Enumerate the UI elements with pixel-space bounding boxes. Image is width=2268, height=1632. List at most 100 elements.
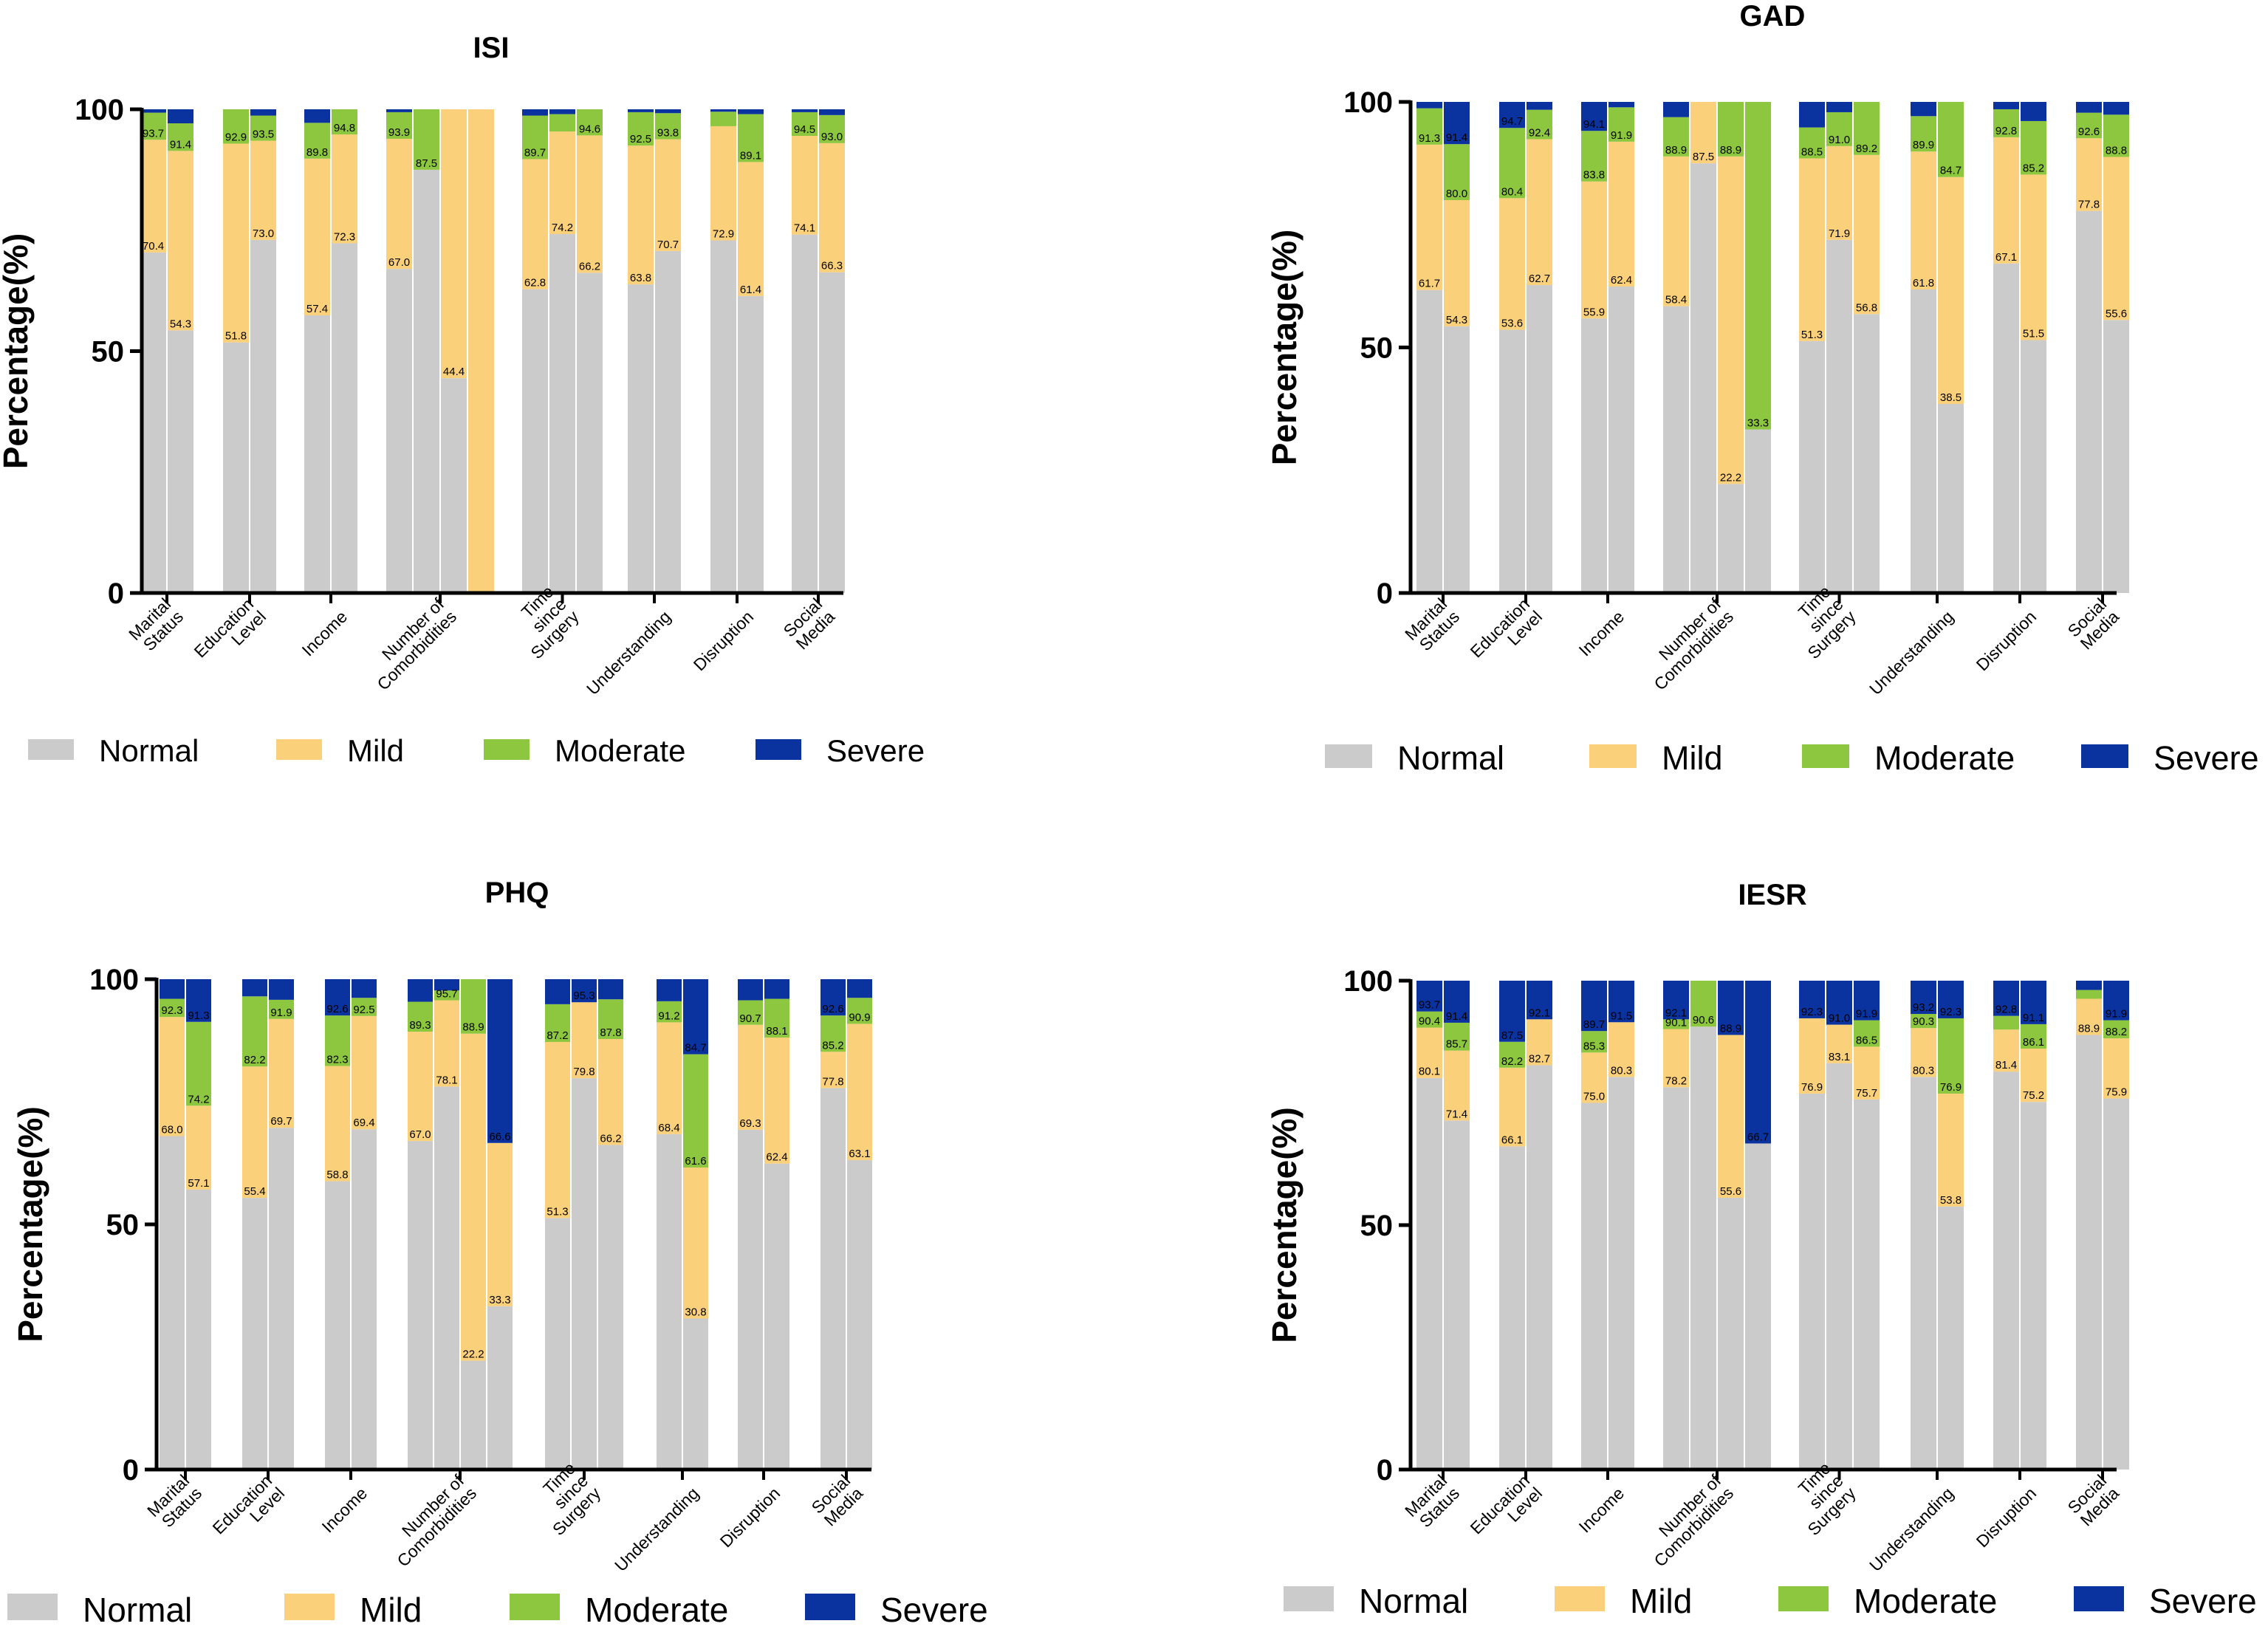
bar-segment-severe <box>792 109 818 112</box>
data-label: 56.8 <box>1856 301 1877 314</box>
x-tick-label-text: Income <box>1575 1484 1628 1537</box>
data-label: 79.8 <box>573 1066 595 1078</box>
bar-segment-severe <box>269 979 294 1000</box>
x-tick-label: Number ofComorbidities <box>1650 594 1737 693</box>
data-label: 91.2 <box>658 1009 679 1022</box>
bar-segment-normal <box>1938 403 1964 593</box>
bar-segment-normal <box>819 272 845 593</box>
bar-segment-moderate <box>250 115 276 141</box>
bar-segment-mild <box>1416 1027 1442 1078</box>
data-label: 69.4 <box>353 1117 374 1129</box>
bar-segment-moderate <box>2103 1020 2129 1039</box>
x-tick-label-text: EducationLevel <box>1466 1471 1546 1551</box>
bar-segment-normal <box>242 1198 267 1470</box>
bar-segment-mild <box>577 135 603 273</box>
data-label: 72.3 <box>334 230 355 243</box>
bar-segment-moderate <box>1416 1011 1442 1028</box>
data-label: 58.8 <box>326 1169 348 1182</box>
x-tick-label: Disruption <box>1973 1484 2041 1552</box>
bar-segment-normal <box>1609 1077 1634 1470</box>
bar-segment-severe <box>1444 102 1470 145</box>
data-label: 90.3 <box>1913 1015 1934 1028</box>
bar-segment-moderate <box>847 998 872 1024</box>
bar-segment-normal <box>1663 1087 1689 1470</box>
data-label: 91.9 <box>1856 1008 1877 1021</box>
bar-segment-severe <box>160 979 185 999</box>
bar-segment-severe <box>1826 102 1852 112</box>
bar-segment-normal <box>577 272 603 593</box>
data-label: 80.0 <box>1446 188 1467 200</box>
data-label: 92.6 <box>2078 126 2100 138</box>
bar-segment-moderate <box>160 998 185 1018</box>
data-label: 73.0 <box>253 227 274 240</box>
data-label: 91.1 <box>2023 1012 2044 1024</box>
data-label: 92.5 <box>353 1004 374 1016</box>
bar-segment-mild <box>1799 158 1825 341</box>
bar-segment-moderate <box>168 123 193 151</box>
bar-segment-mild <box>820 1052 846 1088</box>
data-label: 22.2 <box>1720 471 1741 484</box>
bar-segment-mild <box>1663 1029 1689 1088</box>
bar-segment-normal <box>1799 1093 1825 1470</box>
data-label: 92.8 <box>1995 125 2017 137</box>
bar-segment-mild <box>487 1142 513 1306</box>
data-label: 51.3 <box>1801 329 1823 341</box>
data-label: 95.7 <box>436 988 457 1001</box>
x-tick-label: Understanding <box>583 607 674 699</box>
bar-segment-severe <box>1444 981 1470 1023</box>
bar-segment-normal <box>487 1306 513 1470</box>
data-label: 90.1 <box>1665 1017 1687 1029</box>
bar-segment-severe <box>1609 981 1634 1023</box>
bar-segment-severe <box>545 979 570 1004</box>
bar-segment-mild <box>2076 998 2102 1035</box>
chart-panel-gad: GAD Percentage(%) 61.7 91.3 54.3 80.0 91.4 Mari… <box>1265 0 2259 777</box>
x-tick-label: Disruption <box>690 607 758 675</box>
bar-segment-severe <box>1581 102 1607 131</box>
data-label: 86.1 <box>2023 1036 2044 1049</box>
bar-segment-normal <box>1826 239 1852 593</box>
bar-segment-normal <box>549 233 575 593</box>
bar-segment-moderate <box>1854 1020 1880 1047</box>
bar-segment-mild <box>1499 198 1525 330</box>
data-label: 51.8 <box>225 330 247 343</box>
bar-segment-mild <box>1993 1029 2019 1072</box>
bar-segment-normal <box>269 1128 294 1470</box>
bar-segment-mild <box>2021 174 2046 340</box>
bar-segment-normal <box>304 315 330 593</box>
data-label: 22.2 <box>462 1348 484 1361</box>
bar-segment-moderate <box>549 114 575 132</box>
bar-segment-mild <box>168 151 193 331</box>
bar-segment-mild <box>1581 181 1607 319</box>
bar-segment-moderate <box>657 1001 682 1023</box>
data-label: 92.5 <box>630 133 651 145</box>
data-label: 93.5 <box>253 128 274 141</box>
x-tick-label-text: Understanding <box>611 1484 702 1575</box>
data-label: 74.2 <box>188 1093 209 1105</box>
bar-segment-moderate <box>1718 102 1744 157</box>
bar-segment-moderate <box>186 1021 211 1106</box>
legend-label-normal: Normal <box>1359 1582 1468 1620</box>
bar-segment-normal <box>710 240 736 593</box>
bar-segment-severe <box>408 979 433 1002</box>
x-tick-label: MaritalStatus <box>143 1471 205 1531</box>
bar-segment-mild <box>160 1017 185 1136</box>
bar-segment-normal <box>1799 340 1825 593</box>
data-label: 88.9 <box>1665 144 1687 157</box>
bar-segment-severe <box>738 109 764 114</box>
x-tick-label: EducationLevel <box>1466 1471 1546 1551</box>
bar-segment-normal <box>1416 289 1442 593</box>
data-label: 67.0 <box>409 1128 431 1141</box>
bar-segment-mild <box>1854 1046 1880 1100</box>
bar-segment-moderate <box>1444 144 1470 200</box>
bar-segment-mild <box>628 145 654 285</box>
legend-label-normal: Normal <box>99 733 199 768</box>
bar-segment-mild <box>250 140 276 240</box>
legend-swatch-normal <box>28 739 74 760</box>
bar-segment-normal <box>792 234 818 593</box>
bar-segment-moderate <box>2076 990 2102 999</box>
bar-segment-severe <box>819 109 845 115</box>
x-tick-label: SocialMedia <box>2064 594 2123 654</box>
bar-segment-normal <box>1690 1026 1716 1470</box>
legend-label-moderate: Moderate <box>1854 1582 1997 1620</box>
bar-segment-mild <box>598 1039 623 1145</box>
